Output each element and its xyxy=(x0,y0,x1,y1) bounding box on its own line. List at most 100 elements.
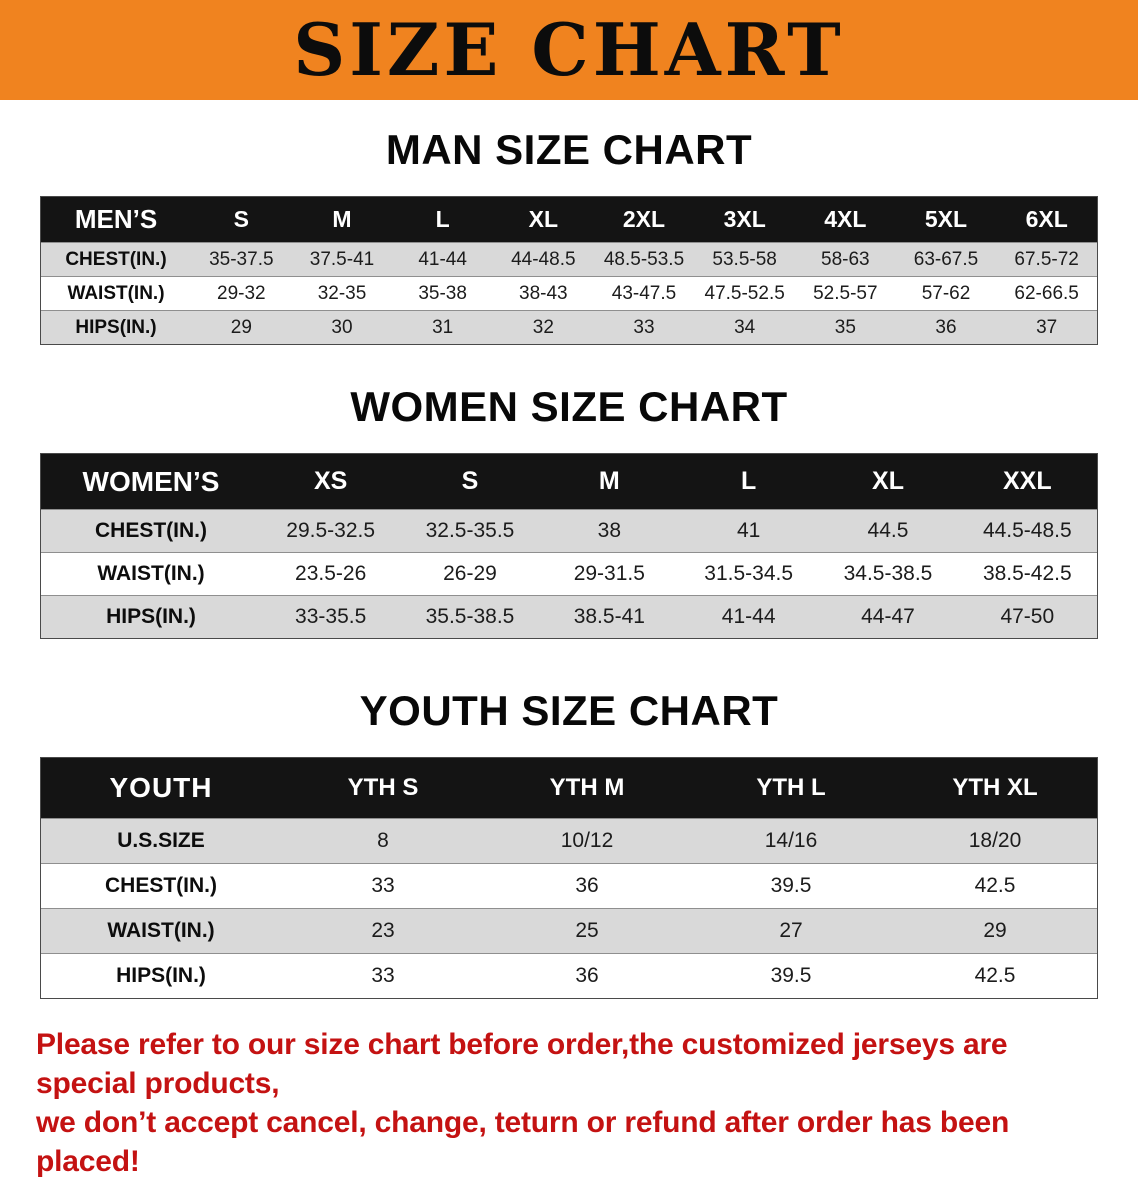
youth-size-table: YOUTH YTH S YTH M YTH L YTH XL U.S.SIZE 8 10/12… xyxy=(40,757,1098,999)
size-value-cell: 36 xyxy=(935,316,957,338)
size-value-cell: 30 xyxy=(331,316,353,338)
size-column-header: M xyxy=(332,206,352,232)
size-value-cell: 25 xyxy=(575,919,599,942)
page-title: SIZE CHART xyxy=(293,7,845,92)
size-value-cell: 35-37.5 xyxy=(209,248,274,270)
size-value-cell: 67.5-72 xyxy=(1014,248,1079,270)
size-value-cell: 63-67.5 xyxy=(913,248,979,270)
size-value-cell: 38.5-42.5 xyxy=(982,562,1072,585)
row-label: HIPS(IN.) xyxy=(116,964,206,987)
row-label: HIPS(IN.) xyxy=(75,316,157,338)
size-column-header: 4XL xyxy=(824,206,867,232)
row-label: U.S.SIZE xyxy=(117,829,205,852)
men-section-heading: MAN SIZE CHART xyxy=(385,126,753,173)
youth-section-heading: YOUTH SIZE CHART xyxy=(359,687,779,734)
size-value-cell: 42.5 xyxy=(974,964,1016,987)
table-row: CHEST(IN.) 35-37.5 37.5-41 41-44 44-48.5 48.5… xyxy=(41,242,1097,276)
men-size-table: MEN’S S M L XL 2XL 3XL 4XL 5XL 6XL CHEST(IN.) 35-37… xyxy=(40,196,1098,345)
women-size-table: WOMEN’S XS S M L XL XXL CHEST(IN.) 29.5-32.5 32.5… xyxy=(40,453,1098,639)
size-column-header: S xyxy=(461,467,479,495)
size-value-cell: 35.5-38.5 xyxy=(425,605,515,628)
row-label: CHEST(IN.) xyxy=(95,519,207,542)
size-value-cell: 44.5-48.5 xyxy=(982,519,1072,542)
size-value-cell: 41-44 xyxy=(721,605,776,628)
size-value-cell: 48.5-53.5 xyxy=(603,248,685,270)
size-value-cell: 41-44 xyxy=(418,248,467,270)
size-value-cell: 34 xyxy=(734,316,756,338)
size-column-header: XL xyxy=(528,206,559,232)
size-value-cell: 62-66.5 xyxy=(1014,282,1079,304)
size-value-cell: 18/20 xyxy=(968,829,1022,852)
disclaimer-line-2: we don’t accept cancel, change, teturn o… xyxy=(36,1106,1010,1178)
table-header-row: YOUTH YTH S YTH M YTH L YTH XL xyxy=(41,758,1097,818)
size-value-cell: 53.5-58 xyxy=(712,248,777,270)
size-value-cell: 38-43 xyxy=(519,282,568,304)
table-row: HIPS(IN.) 33-35.5 35.5-38.5 38.5-41 41-44 44-… xyxy=(41,595,1097,638)
table-row: HIPS(IN.) 29 30 31 32 33 34 35 36 37 xyxy=(41,310,1097,344)
table-row: CHEST(IN.) 29.5-32.5 32.5-35.5 38 41 44.5 44.5… xyxy=(41,509,1097,552)
size-value-cell: 29 xyxy=(983,919,1007,942)
table-row: CHEST(IN.) 33 36 39.5 42.5 xyxy=(41,863,1097,908)
size-column-header: L xyxy=(741,467,757,495)
size-value-cell: 43-47.5 xyxy=(611,282,677,304)
size-column-header: XS xyxy=(313,467,348,495)
size-value-cell: 29-31.5 xyxy=(573,562,645,585)
size-value-cell: 35-38 xyxy=(418,282,467,304)
size-value-cell: 58-63 xyxy=(821,248,870,270)
size-value-cell: 38.5-41 xyxy=(573,605,645,628)
table-row: U.S.SIZE 8 10/12 14/16 18/20 xyxy=(41,818,1097,863)
size-column-header: M xyxy=(598,467,620,495)
size-value-cell: 23.5-26 xyxy=(295,562,367,585)
table-header-row: MEN’S S M L XL 2XL 3XL 4XL 5XL 6XL xyxy=(41,197,1097,242)
table-row: WAIST(IN.) 29-32 32-35 35-38 38-43 43-47.5 47.… xyxy=(41,276,1097,310)
size-value-cell: 44-47 xyxy=(861,605,915,628)
size-value-cell: 33 xyxy=(371,964,395,987)
row-label: WAIST(IN.) xyxy=(97,562,205,585)
size-value-cell: 42.5 xyxy=(974,874,1016,897)
row-label: WAIST(IN.) xyxy=(67,282,165,304)
size-value-cell: 23 xyxy=(371,919,395,942)
size-value-cell: 10/12 xyxy=(560,829,614,852)
size-column-header: YTH XL xyxy=(952,774,1038,801)
size-column-header: YTH L xyxy=(756,774,826,801)
row-label: CHEST(IN.) xyxy=(65,248,167,270)
size-value-cell: 33 xyxy=(633,316,655,338)
size-column-header: S xyxy=(233,206,249,232)
size-value-cell: 33-35.5 xyxy=(295,605,367,628)
size-value-cell: 57-62 xyxy=(921,282,971,304)
row-label: HIPS(IN.) xyxy=(106,605,196,628)
size-value-cell: 52.5-57 xyxy=(813,282,878,304)
size-value-cell: 31 xyxy=(432,316,454,338)
size-column-header: 5XL xyxy=(924,206,968,232)
size-value-cell: 29 xyxy=(230,316,252,338)
size-column-header: XXL xyxy=(1003,467,1052,495)
banner: SIZE CHART xyxy=(0,0,1138,100)
size-value-cell: 36 xyxy=(575,874,599,897)
table-header-label: MEN’S xyxy=(74,204,158,234)
table-row: WAIST(IN.) 23.5-26 26-29 29-31.5 31.5-34.5 34… xyxy=(41,552,1097,595)
size-column-header: YTH M xyxy=(549,774,625,801)
size-value-cell: 8 xyxy=(377,829,389,852)
size-value-cell: 34.5-38.5 xyxy=(843,562,933,585)
size-value-cell: 41 xyxy=(736,519,761,542)
size-column-header: 2XL xyxy=(622,206,666,232)
size-column-header: 3XL xyxy=(723,206,766,232)
table-header-label: WOMEN’S xyxy=(82,465,220,497)
disclaimer-note: Please refer to our size chart before or… xyxy=(36,1025,1102,1181)
table-row: HIPS(IN.) 33 36 39.5 42.5 xyxy=(41,953,1097,998)
table-header-label: YOUTH xyxy=(109,772,213,803)
size-value-cell: 38 xyxy=(597,519,621,542)
size-value-cell: 47-50 xyxy=(1000,605,1055,628)
table-header-row: WOMEN’S XS S M L XL XXL xyxy=(41,454,1097,509)
size-column-header: YTH S xyxy=(347,774,419,801)
size-value-cell: 44-48.5 xyxy=(511,248,576,270)
size-value-cell: 37 xyxy=(1036,316,1058,338)
size-value-cell: 33 xyxy=(371,874,395,897)
size-value-cell: 35 xyxy=(834,316,856,338)
size-value-cell: 31.5-34.5 xyxy=(704,562,794,585)
size-column-header: L xyxy=(435,206,450,232)
size-value-cell: 32-35 xyxy=(317,282,367,304)
size-value-cell: 32 xyxy=(532,316,554,338)
size-value-cell: 44.5 xyxy=(867,519,909,542)
